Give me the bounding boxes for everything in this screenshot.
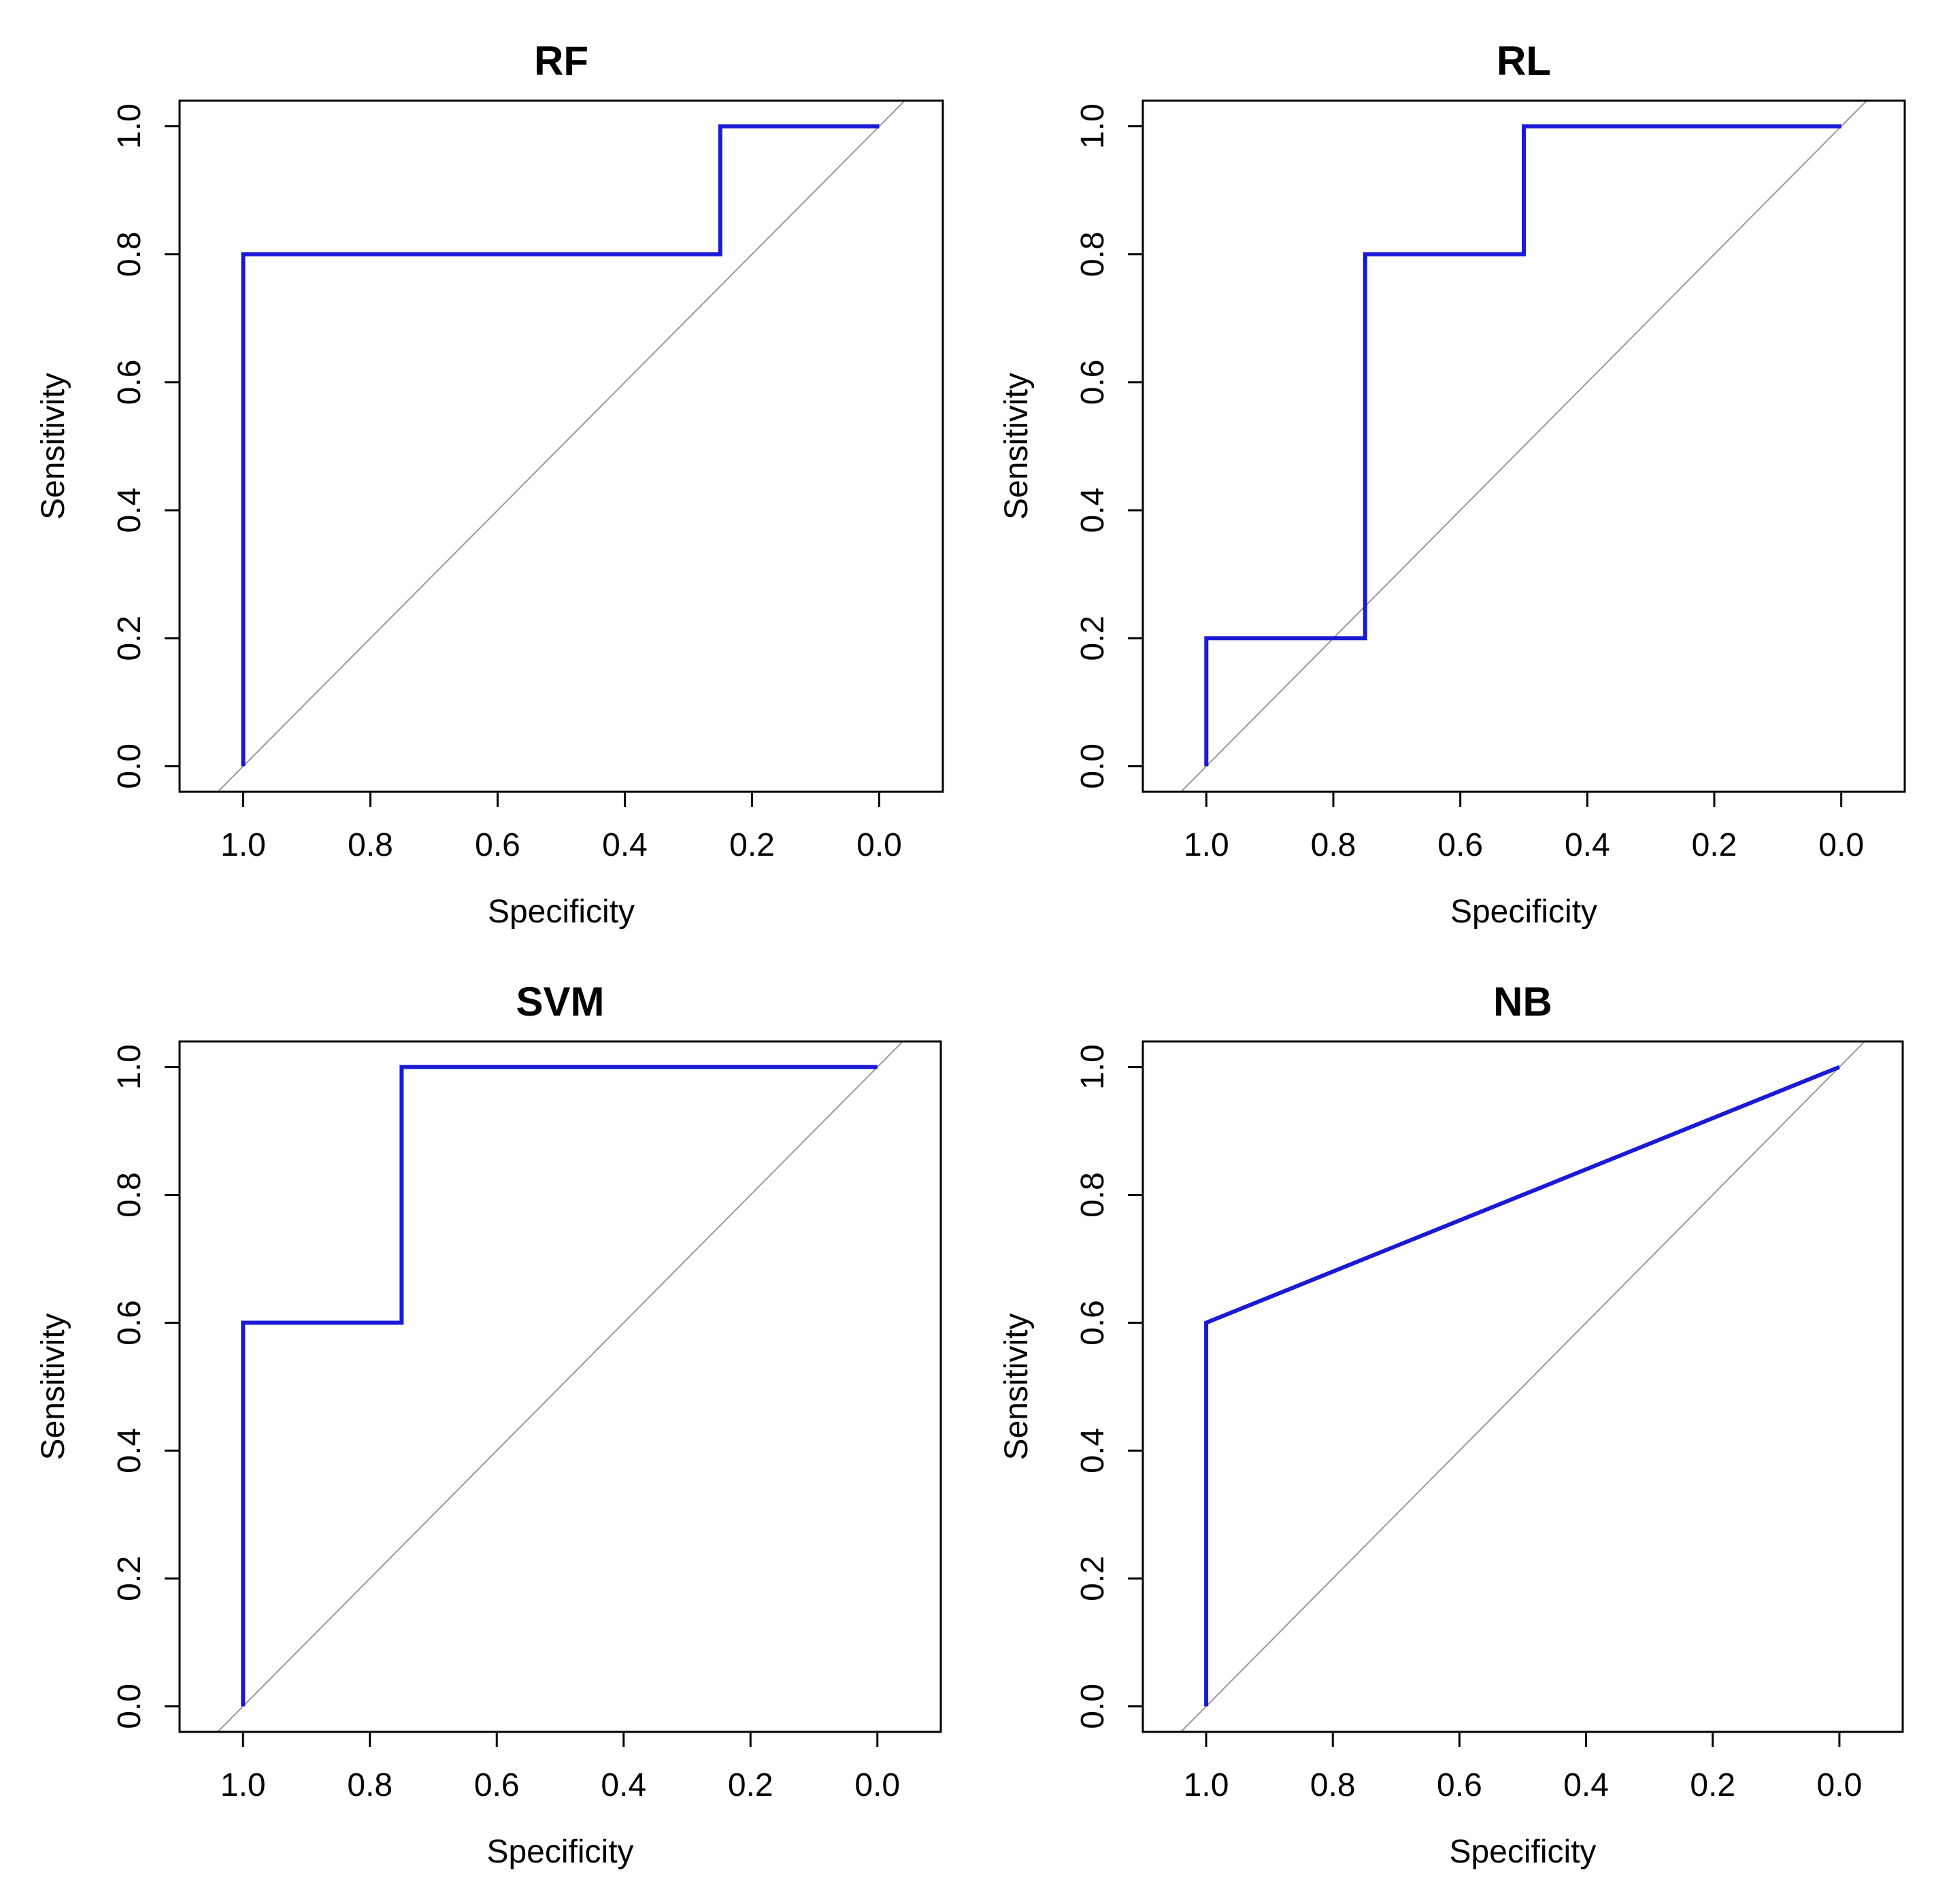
x-tick-label: 0.2 — [1692, 827, 1737, 863]
x-axis-label: Specificity — [1449, 1834, 1596, 1870]
y-tick-label: 0.6 — [1075, 1300, 1111, 1346]
y-tick-label: 0.0 — [1075, 1684, 1111, 1729]
y-tick-label: 0.8 — [112, 1172, 148, 1218]
y-tick-label: 0.2 — [112, 616, 148, 661]
x-tick-label: 0.0 — [1818, 827, 1864, 863]
y-tick-label: 0.4 — [1075, 1428, 1111, 1473]
x-tick-label: 0.0 — [1817, 1767, 1863, 1803]
y-tick-label: 0.8 — [1075, 1172, 1111, 1218]
y-tick-label: 1.0 — [112, 1044, 148, 1090]
chart-title: SVM — [516, 979, 604, 1024]
x-tick-label: 0.6 — [475, 827, 520, 863]
x-tick-label: 1.0 — [220, 827, 266, 863]
x-tick-label: 0.2 — [729, 827, 775, 863]
x-axis-label: Specificity — [1450, 894, 1597, 930]
reference-diagonal — [216, 1041, 904, 1732]
y-tick-label: 0.8 — [112, 231, 148, 277]
y-axis-label: Sensitivity — [35, 373, 71, 520]
y-tick-label: 0.0 — [1075, 744, 1111, 789]
panel-rf: 1.0 0.8 0.6 0.4 0.2 0.0 0.0 0.2 0.4 0.6 0.8 1.0 RF Sp… — [35, 38, 944, 930]
y-tick-label: 0.6 — [112, 1300, 148, 1346]
y-tick-label: 0.2 — [112, 1556, 148, 1601]
y-tick-label: 1.0 — [112, 103, 148, 149]
x-tick-label: 0.0 — [854, 1767, 900, 1803]
roc-curve — [1204, 1065, 1841, 1707]
plot-frame — [1141, 1040, 1904, 1733]
roc-curve — [1204, 124, 1841, 767]
y-tick-label: 0.4 — [112, 1428, 148, 1473]
x-axis-label: Specificity — [488, 894, 635, 930]
plot-frame — [178, 1040, 942, 1733]
x-tick-label: 0.2 — [728, 1767, 773, 1803]
panel-nb: 1.0 0.8 0.6 0.4 0.2 0.0 0.0 0.2 0.4 0.6 0.8 1.0 NB Sp… — [999, 979, 1904, 1870]
x-tick-label: 0.6 — [1437, 1767, 1482, 1803]
y-tick-label: 0.8 — [1075, 231, 1111, 277]
plot-frame — [1141, 99, 1906, 793]
y-axis-label: Sensitivity — [999, 373, 1035, 520]
x-tick-label: 1.0 — [1184, 827, 1229, 863]
panel-svm: 1.0 0.8 0.6 0.4 0.2 0.0 0.0 0.2 0.4 0.6 0.8 1.0 SVM S… — [35, 979, 942, 1870]
y-tick-label: 0.0 — [112, 744, 148, 789]
x-axis-label: Specificity — [486, 1834, 633, 1870]
x-tick-label: 0.4 — [1563, 1767, 1609, 1803]
chart-title: RL — [1497, 38, 1551, 84]
plot-frame — [178, 99, 944, 793]
y-axis-label: Sensitivity — [999, 1313, 1035, 1460]
x-tick-label: 0.6 — [1437, 827, 1483, 863]
roc-curve — [241, 1065, 878, 1707]
x-tick-label: 0.0 — [856, 827, 902, 863]
x-tick-label: 0.8 — [1311, 827, 1356, 863]
y-tick-label: 0.6 — [1075, 360, 1111, 405]
x-tick-label: 0.4 — [1565, 827, 1610, 863]
chart-title: NB — [1493, 979, 1552, 1024]
y-tick-label: 1.0 — [1075, 103, 1111, 149]
y-axis-label: Sensitivity — [35, 1313, 71, 1460]
x-tick-label: 0.8 — [347, 1767, 393, 1803]
x-tick-label: 1.0 — [1184, 1767, 1229, 1803]
reference-diagonal — [1180, 1041, 1866, 1732]
x-tick-label: 0.8 — [1310, 1767, 1356, 1803]
x-tick-label: 0.4 — [601, 1767, 646, 1803]
y-tick-label: 0.6 — [112, 360, 148, 405]
x-tick-label: 0.6 — [474, 1767, 520, 1803]
x-tick-label: 0.4 — [602, 827, 648, 863]
chart-title: RF — [534, 38, 588, 84]
reference-diagonal — [216, 101, 906, 792]
reference-diagonal — [1180, 101, 1868, 792]
y-tick-label: 0.4 — [112, 488, 148, 533]
y-tick-label: 0.2 — [1075, 616, 1111, 661]
y-tick-label: 0.4 — [1075, 488, 1111, 533]
roc-curve — [241, 124, 880, 767]
y-tick-label: 0.2 — [1075, 1556, 1111, 1601]
x-tick-label: 0.2 — [1690, 1767, 1735, 1803]
y-tick-label: 0.0 — [112, 1684, 148, 1729]
x-tick-label: 1.0 — [220, 1767, 266, 1803]
y-tick-label: 1.0 — [1075, 1044, 1111, 1090]
panel-rl: 1.0 0.8 0.6 0.4 0.2 0.0 0.0 0.2 0.4 0.6 0.8 1.0 RL Sp… — [999, 38, 1906, 930]
x-tick-label: 0.8 — [348, 827, 393, 863]
